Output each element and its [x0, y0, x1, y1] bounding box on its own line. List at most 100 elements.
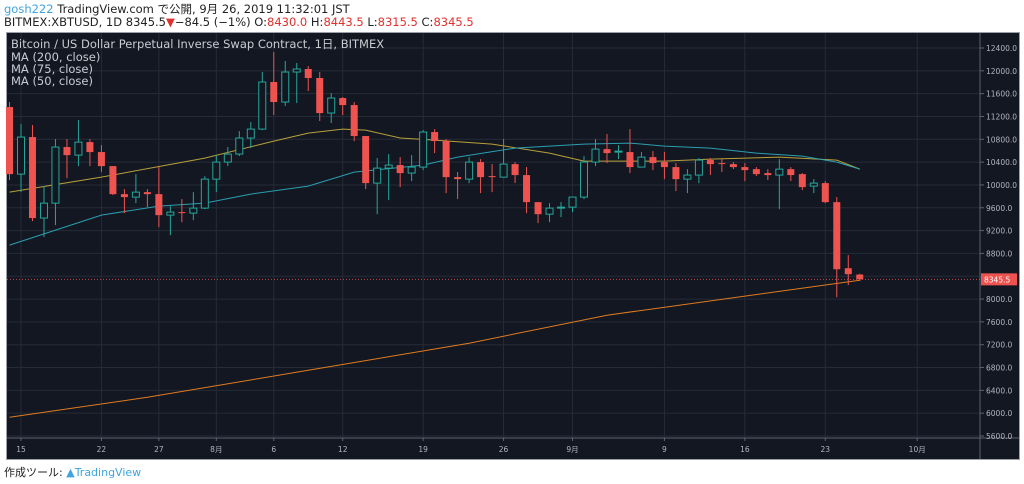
candle-body-down: [97, 152, 105, 167]
candle-body-down: [660, 162, 668, 168]
username-link[interactable]: gosh222: [4, 2, 54, 16]
candle-body-down: [86, 142, 94, 153]
candle-body-up: [258, 81, 267, 130]
candle-body-up: [212, 161, 221, 180]
candle-body-down: [821, 183, 829, 203]
candle-body-down: [764, 173, 772, 176]
legend-ma75[interactable]: MA (75, close): [11, 62, 93, 76]
high-value: 8443.5: [323, 15, 364, 29]
candle-body-up: [694, 159, 703, 176]
chart-panel[interactable]: [6, 32, 1020, 460]
candle-body-up: [189, 207, 198, 214]
time-tick-label: 27: [154, 445, 164, 454]
time-tick-label: 6: [271, 445, 276, 454]
time-tick-label: 15: [16, 445, 26, 454]
candle-body-up: [39, 202, 48, 219]
candle-body-down: [523, 175, 531, 203]
candle-body-up: [131, 191, 140, 198]
open-label: O:: [250, 15, 267, 29]
candle-body-down: [856, 274, 864, 280]
open-value: 8430.0: [267, 15, 308, 29]
publish-info: gosh222 TradingView.com で公開, 9月 26, 2019…: [4, 2, 350, 16]
price-tick-label: 6800.0: [986, 364, 1012, 373]
last-price-badge: [981, 273, 1017, 286]
ma-line-50: [9, 142, 860, 246]
high-label: H:: [307, 15, 324, 29]
candle-body-up: [580, 161, 588, 198]
candle-body-up: [775, 168, 784, 176]
time-tick-label: 23: [821, 445, 831, 454]
candle-body-down: [718, 163, 726, 165]
candle-body-down: [511, 164, 519, 176]
candle-body-down: [603, 149, 611, 154]
candle-body-down: [304, 68, 312, 79]
price-tick-label: 10800.0: [986, 135, 1017, 144]
price-tick-label: 9600.0: [986, 204, 1012, 213]
ma-line-200: [9, 279, 860, 418]
price-tick-label: 12000.0: [986, 67, 1017, 76]
candle-body-down: [270, 82, 278, 103]
candle-body-up: [591, 148, 600, 163]
candle-body-down: [454, 177, 462, 180]
candle-body-down: [477, 162, 485, 178]
candle-body-down: [28, 137, 36, 219]
publish-text: TradingView.com で公開, 9月 26, 2019 11:32:0…: [57, 2, 350, 16]
candle-body-up: [281, 71, 290, 103]
time-tick-label: 26: [499, 445, 509, 454]
candle-body-up: [51, 146, 60, 204]
low-value: 8315.5: [377, 15, 418, 29]
candle-body-up: [384, 164, 393, 169]
candle-body-down: [316, 78, 324, 114]
candle-body-down: [155, 194, 163, 216]
candle-body-up: [292, 68, 301, 73]
made-with-label: 作成ツール:: [4, 466, 63, 479]
candle-body-up: [683, 174, 692, 180]
candle-body-down: [396, 165, 404, 174]
candle-body-down: [798, 174, 806, 188]
price-tick-label: 5600.0: [986, 432, 1012, 441]
candle-body-down: [534, 202, 542, 215]
price-tick-label: 10400.0: [986, 158, 1017, 167]
legend-ma50[interactable]: MA (50, close): [11, 74, 93, 88]
low-label: L:: [363, 15, 378, 29]
time-tick-label: 12: [338, 445, 348, 454]
candle-body-up: [166, 211, 175, 216]
time-tick-label: 10月: [909, 445, 926, 454]
candle-body-up: [637, 156, 646, 168]
candle-body-up: [16, 136, 25, 175]
candle-body-down: [706, 160, 714, 165]
symbol-line: BITMEX:XBTUSD, 1D 8345.5: [4, 15, 166, 29]
candle-body-down: [350, 105, 358, 137]
candle-body-up: [545, 207, 554, 215]
symbol-info: BITMEX:XBTUSD, 1D 8345.5▼−84.5 (−1%) O:8…: [4, 15, 474, 29]
candle-body-down: [442, 141, 450, 178]
candle-body-up: [614, 150, 623, 153]
tradingview-logo-icon[interactable]: ▲: [66, 466, 75, 479]
candle-body-up: [74, 141, 83, 156]
candle-body-down: [729, 164, 737, 168]
legend-ma200[interactable]: MA (200, close): [11, 50, 101, 64]
price-tick-label: 12400.0: [986, 44, 1017, 53]
candle-body-up: [499, 163, 508, 178]
candle-body-down: [109, 166, 117, 195]
candle-body-down: [431, 132, 439, 142]
time-tick-label: 9月: [566, 445, 578, 454]
price-tick-label: 11200.0: [986, 112, 1017, 121]
candle-body-up: [246, 128, 255, 139]
time-tick-label: 9: [662, 445, 667, 454]
candle-body-down: [143, 192, 151, 195]
price-tick-label: 6000.0: [986, 409, 1012, 418]
price-tick-label: 6400.0: [986, 386, 1012, 395]
candle-body-up: [557, 206, 566, 209]
close-value: 8345.5: [433, 15, 474, 29]
candle-body-up: [327, 97, 336, 114]
change-value: −84.5 (−1%): [174, 15, 251, 29]
tradingview-link[interactable]: TradingView: [74, 466, 142, 479]
price-tick-label: 10000.0: [986, 181, 1017, 190]
candle-body-down: [787, 169, 795, 176]
candle-body-down: [626, 152, 634, 168]
candle-body-up: [373, 167, 382, 184]
price-tick-label: 8800.0: [986, 249, 1012, 258]
candle-body-up: [407, 166, 416, 174]
